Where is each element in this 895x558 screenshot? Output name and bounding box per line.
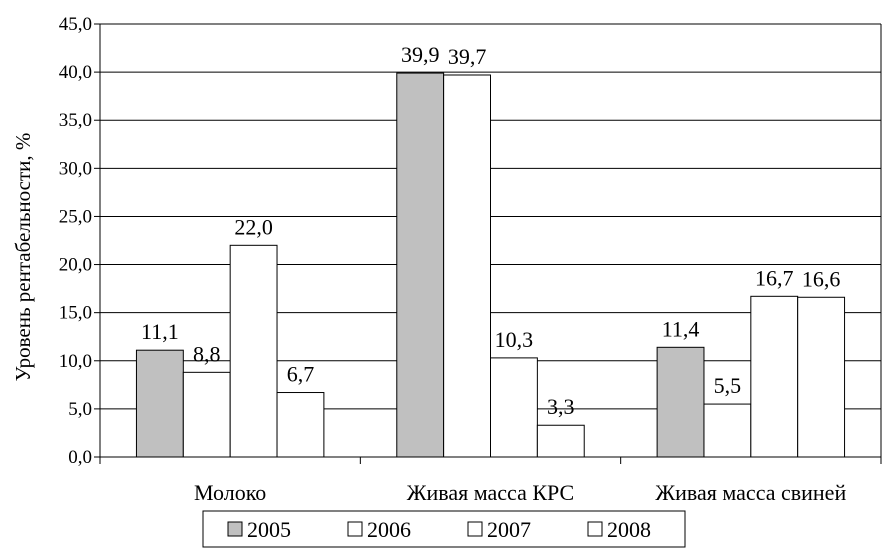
legend-swatch-2008 [587, 521, 603, 537]
data-label: 16,6 [802, 266, 841, 291]
bar-2005 [656, 346, 705, 458]
data-labels: 11,1 8,8 22,0 6,7 39,9 39,7 10,3 3,3 11,4 5,5 16,7… [141, 42, 840, 419]
bar-2005 [396, 72, 445, 458]
y-tick-label: 40,0 [59, 62, 92, 83]
bar-2006 [703, 403, 752, 458]
category-label: Живая масса свиней [655, 480, 846, 505]
y-tick-label: 0,0 [68, 447, 92, 468]
legend-label: 2007 [487, 517, 531, 542]
data-label: 11,1 [141, 319, 179, 344]
legend-label: 2005 [247, 517, 291, 542]
y-tick-label: 5,0 [68, 399, 92, 420]
data-label: 3,3 [547, 394, 575, 419]
legend-label: 2006 [367, 517, 411, 542]
category-label: Живая масса КРС [407, 480, 574, 505]
data-label: 39,7 [448, 44, 487, 69]
data-label: 10,3 [495, 327, 534, 352]
bar-2005 [135, 349, 184, 458]
data-label: 11,4 [662, 316, 700, 341]
bar-2008 [536, 424, 585, 458]
data-label: 6,7 [287, 362, 315, 387]
bar-2006 [443, 74, 492, 458]
axes [94, 23, 882, 464]
y-tick-label: 20,0 [59, 255, 92, 276]
legend-label: 2008 [607, 517, 651, 542]
bar-2008 [276, 392, 325, 458]
y-tick-label: 25,0 [59, 206, 92, 227]
y-tick-label: 35,0 [59, 110, 92, 131]
y-tick-label: 15,0 [59, 303, 92, 324]
legend-swatch-2007 [467, 521, 483, 537]
bar-2007 [750, 295, 799, 458]
y-tick-label: 30,0 [59, 158, 92, 179]
category-labels: Молоко Живая масса КРС Живая масса свиней [194, 480, 846, 505]
bar-2008 [797, 296, 846, 458]
bar-2006 [182, 371, 231, 458]
legend-swatch-2006 [347, 521, 363, 537]
y-tick-labels: 0,0 5,0 10,0 15,0 20,0 25,0 30,0 35,0 40,0 45,0 [59, 14, 92, 468]
bars [135, 72, 846, 458]
data-label: 39,9 [401, 42, 440, 67]
bar-2007 [490, 357, 538, 458]
y-tick-label: 45,0 [59, 14, 92, 35]
data-label: 22,0 [234, 214, 273, 239]
y-tick-label: 10,0 [59, 351, 92, 372]
legend-box [202, 510, 686, 548]
data-label: 16,7 [755, 265, 794, 290]
bar-2007 [229, 244, 278, 458]
data-label: 8,8 [193, 341, 221, 366]
data-label: 5,5 [714, 373, 742, 398]
legend-swatch-2005 [227, 521, 243, 537]
category-label: Молоко [194, 480, 266, 505]
legend: 2005 2006 2007 2008 [202, 510, 686, 548]
y-axis-title: Уровень рентабельности, % [11, 133, 35, 382]
